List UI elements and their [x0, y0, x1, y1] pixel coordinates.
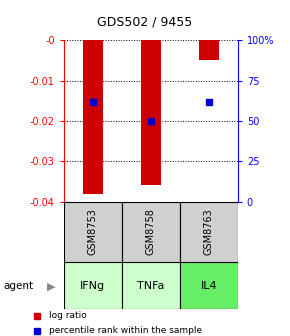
Text: agent: agent [3, 281, 33, 291]
Text: percentile rank within the sample: percentile rank within the sample [49, 326, 202, 335]
Text: GSM8758: GSM8758 [146, 208, 156, 255]
Text: IL4: IL4 [200, 281, 217, 291]
Bar [141, 40, 161, 185]
Text: ▶: ▶ [46, 281, 55, 291]
Text: GDS502 / 9455: GDS502 / 9455 [97, 15, 193, 28]
Text: GSM8763: GSM8763 [204, 208, 214, 255]
Text: IFNg: IFNg [80, 281, 105, 291]
Text: log ratio: log ratio [49, 311, 87, 320]
Bar [199, 40, 219, 60]
Bar [64, 262, 122, 309]
Text: GSM8753: GSM8753 [88, 208, 98, 255]
Text: TNFa: TNFa [137, 281, 164, 291]
Bar [180, 262, 238, 309]
Bar [122, 262, 180, 309]
Bar [180, 202, 238, 262]
Bar [122, 202, 180, 262]
Bar [83, 40, 103, 194]
Bar [64, 202, 122, 262]
